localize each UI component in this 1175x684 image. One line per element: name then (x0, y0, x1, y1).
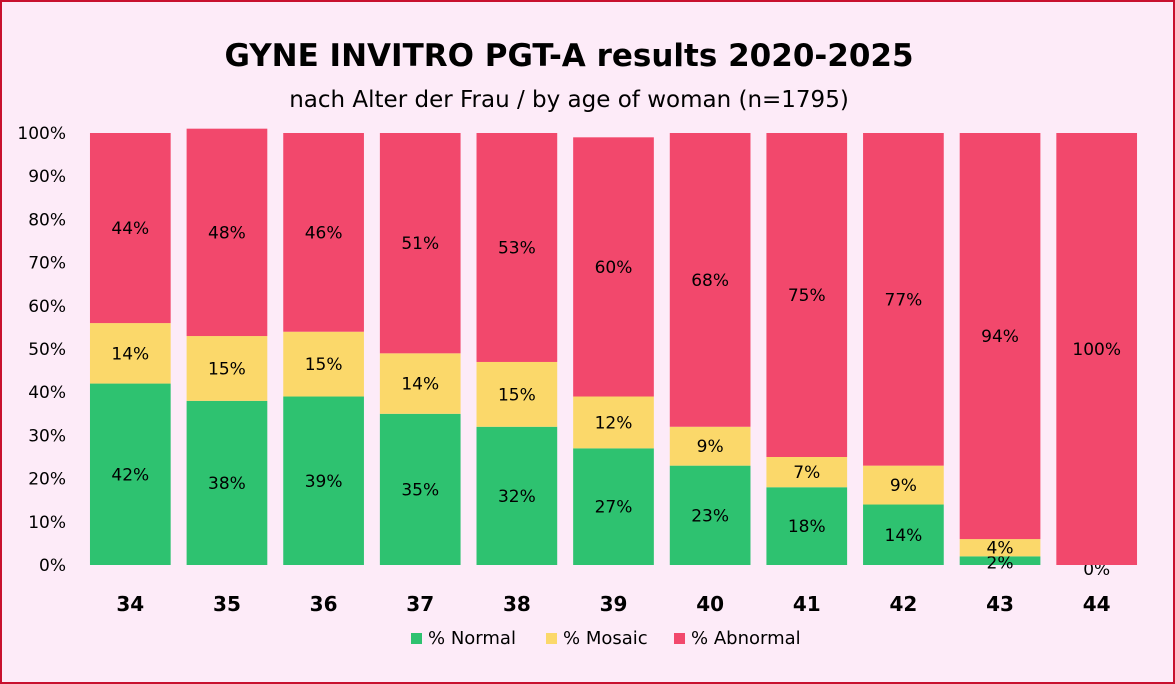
data-label: 9% (890, 476, 917, 496)
x-tick-label: 43 (986, 592, 1014, 616)
y-axis: 0% 10% 20% 30% 40% 50% 60% 70% 80% 90% 100% (17, 124, 66, 576)
bar-segment (476, 426, 558, 565)
bar-segment (766, 133, 848, 457)
legend-swatch (674, 633, 685, 644)
bar-segment (283, 396, 364, 565)
data-label: 46% (305, 223, 343, 243)
bar-segment (283, 331, 364, 397)
x-tick-label: 36 (310, 592, 338, 616)
bar-segment (863, 133, 944, 466)
x-tick-label: 39 (600, 592, 628, 616)
y-tick-label: 70% (28, 254, 66, 274)
data-label: 15% (498, 385, 536, 405)
data-label: 18% (788, 517, 826, 537)
data-label: 60% (595, 258, 633, 278)
data-label: 38% (208, 474, 246, 494)
legend: % Normal % Mosaic % Abnormal (411, 628, 801, 649)
x-tick-label: 35 (213, 592, 241, 616)
data-label: 77% (885, 290, 923, 310)
data-label: 23% (691, 506, 729, 526)
bar-segment (573, 448, 654, 565)
y-tick-label: 40% (28, 383, 66, 403)
data-label: 94% (981, 327, 1019, 347)
bar-segment (669, 426, 751, 466)
data-label: 68% (691, 271, 729, 291)
bar-segment (766, 487, 848, 565)
x-axis: 34 35 36 37 38 39 40 41 42 43 44 (116, 592, 1110, 616)
x-tick-label: 44 (1083, 592, 1111, 616)
bar-segment (1056, 133, 1138, 565)
y-tick-label: 100% (17, 124, 66, 144)
legend-label: % Abnormal (691, 628, 801, 649)
data-label: 2% (987, 554, 1014, 574)
legend-label: % Mosaic (563, 628, 648, 649)
data-label: 7% (793, 463, 820, 483)
y-tick-label: 30% (28, 426, 66, 446)
y-tick-label: 60% (28, 297, 66, 317)
legend-label: % Normal (428, 628, 516, 649)
bar-segment (959, 556, 1041, 565)
data-label: 100% (1072, 340, 1121, 360)
bar-segment (379, 133, 461, 354)
bar-segment (283, 133, 364, 332)
data-label: 48% (208, 223, 246, 243)
data-label: 12% (595, 413, 633, 433)
x-tick-label: 34 (116, 592, 144, 616)
x-tick-label: 41 (793, 592, 821, 616)
bar-segment (186, 336, 268, 401)
bar-segment (379, 413, 461, 565)
bar-segment (476, 133, 558, 362)
x-tick-label: 38 (503, 592, 531, 616)
data-label: 53% (498, 238, 536, 258)
data-label: 15% (305, 355, 343, 375)
y-tick-label: 0% (39, 556, 66, 576)
bar-segment (766, 457, 848, 488)
bar-segment (89, 323, 171, 384)
data-label: 15% (208, 359, 246, 379)
y-tick-label: 90% (28, 167, 66, 187)
data-label: 44% (111, 219, 149, 239)
bar-segment (669, 133, 751, 427)
bar-segment (573, 396, 654, 449)
data-label: 75% (788, 286, 826, 306)
y-tick-label: 80% (28, 210, 66, 230)
data-label: 4% (987, 539, 1014, 559)
data-label: 9% (697, 437, 724, 457)
bar-segment (89, 383, 171, 565)
bar-segment (573, 137, 654, 397)
x-tick-label: 42 (889, 592, 917, 616)
bar-segment (959, 539, 1041, 557)
data-label: 39% (305, 472, 343, 492)
bar-segment (863, 465, 944, 505)
chart-subtitle: nach Alter der Frau / by age of woman (n… (289, 87, 849, 113)
bar-segment (476, 361, 558, 427)
legend-swatch (411, 633, 422, 644)
bars-group: 42% 14% 44% 38% 15% 48% 39% 15% 46% 35% 14% 51% 32% 1… (89, 128, 1138, 580)
bar-segment (379, 353, 461, 414)
bar-segment (863, 504, 944, 565)
data-label: 14% (111, 344, 149, 364)
data-label: 32% (498, 487, 536, 507)
data-label: 27% (595, 498, 633, 518)
y-tick-label: 50% (28, 340, 66, 360)
data-label: 42% (111, 465, 149, 485)
bar-segment (186, 128, 268, 337)
data-label: 35% (401, 480, 439, 500)
bar-segment (89, 133, 171, 324)
y-tick-label: 10% (28, 513, 66, 533)
data-label: 14% (401, 375, 439, 395)
bar-segment (186, 400, 268, 565)
chart-title: GYNE INVITRO PGT-A results 2020-2025 (224, 38, 913, 74)
bar-segment (959, 133, 1041, 540)
bar-segment (669, 465, 751, 565)
data-label: 14% (885, 526, 923, 546)
y-tick-label: 20% (28, 470, 66, 490)
x-tick-label: 37 (406, 592, 434, 616)
data-label: 51% (401, 234, 439, 254)
legend-swatch (546, 633, 557, 644)
x-tick-label: 40 (696, 592, 724, 616)
